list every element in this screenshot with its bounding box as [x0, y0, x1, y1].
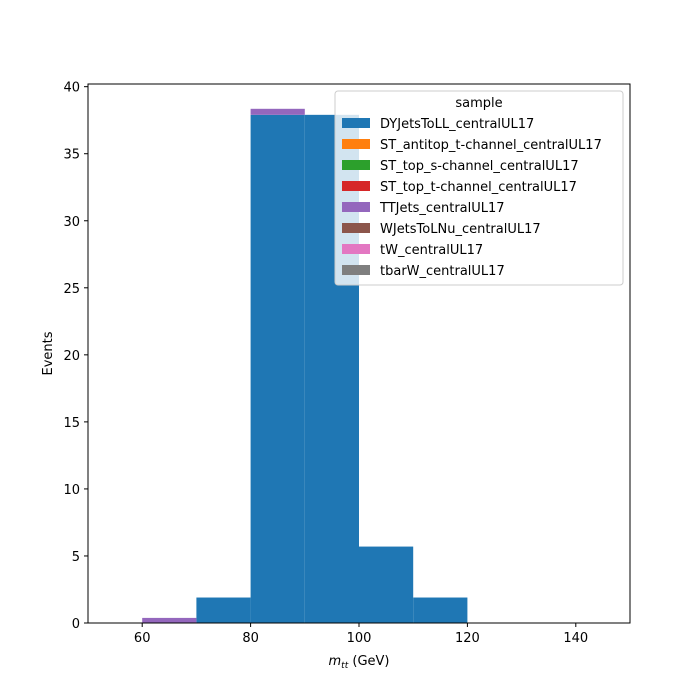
- y-tick-label: 0: [72, 617, 80, 632]
- bar-DYJetsToLL_centralUL17-bin-2: [250, 114, 305, 623]
- legend-label: WJetsToLNu_centralUL17: [380, 222, 541, 237]
- y-axis-label: Events: [41, 331, 56, 375]
- bar-DYJetsToLL_centralUL17-bin-5: [413, 597, 468, 623]
- y-tick-label: 35: [63, 148, 80, 163]
- x-axis-ticks: 60 80 100 120 140: [134, 623, 588, 646]
- legend-label: TTJets_centralUL17: [379, 201, 505, 216]
- y-tick-label: 10: [63, 483, 80, 498]
- y-tick-label: 5: [72, 550, 80, 565]
- y-tick-label: 40: [63, 81, 80, 96]
- x-tick-label: 140: [563, 631, 588, 646]
- legend-swatch: [342, 265, 370, 275]
- legend-label: DYJetsToLL_centralUL17: [380, 117, 534, 132]
- y-tick-label: 15: [63, 416, 80, 431]
- y-axis-ticks: 0 5 10 15 20 25 30 35 40: [63, 81, 88, 632]
- x-tick-label: 80: [242, 631, 259, 646]
- x-axis-label: mtt (GeV): [329, 654, 390, 671]
- x-tick-label: 60: [134, 631, 151, 646]
- y-tick-label: 20: [63, 349, 80, 364]
- x-tick-label: 100: [347, 631, 372, 646]
- legend-swatch: [342, 244, 370, 254]
- x-axis-label-sub: tt: [341, 661, 349, 671]
- x-axis-label-main: m: [329, 654, 342, 669]
- legend-title: sample: [455, 96, 502, 111]
- bar-DYJetsToLL_centralUL17-bin-4: [359, 546, 414, 623]
- legend-label: tW_centralUL17: [380, 243, 483, 258]
- legend: sample DYJetsToLL_centralUL17 ST_antitop_…: [334, 90, 624, 286]
- bar-DYJetsToLL_centralUL17-bin-1: [196, 597, 251, 623]
- legend-label: ST_top_t-channel_centralUL17: [380, 180, 577, 195]
- legend-swatch: [342, 139, 370, 149]
- legend-swatch: [342, 202, 370, 212]
- legend-label: ST_antitop_t-channel_centralUL17: [380, 138, 602, 153]
- y-tick-label: 25: [63, 282, 80, 297]
- x-tick-label: 120: [455, 631, 480, 646]
- legend-box: [334, 90, 624, 286]
- legend-swatch: [342, 118, 370, 128]
- y-tick-label: 30: [63, 215, 80, 230]
- bar-TTJets_centralUL17-bin-2: [250, 108, 305, 115]
- legend-swatch: [342, 223, 370, 233]
- bars-layer: [142, 108, 468, 623]
- bar-TTJets_centralUL17-bin-0: [142, 617, 197, 623]
- legend-swatch: [342, 181, 370, 191]
- legend-label: tbarW_centralUL17: [380, 264, 505, 279]
- legend-label: ST_top_s-channel_centralUL17: [380, 159, 579, 174]
- legend-swatch: [342, 160, 370, 170]
- x-axis-label-unit: (GeV): [348, 654, 389, 669]
